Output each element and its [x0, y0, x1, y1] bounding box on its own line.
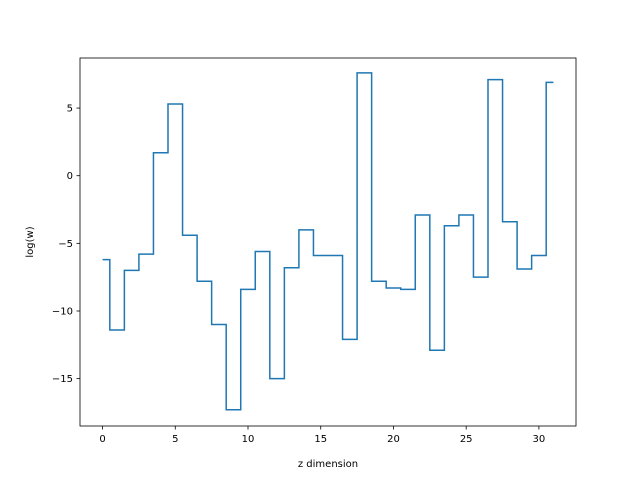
series-line [102, 72, 554, 411]
x-tick-label: 10 [242, 434, 255, 445]
x-axis-ticks: 0 5 10 15 20 25 30 [99, 426, 545, 445]
x-tick-label: 20 [387, 434, 400, 445]
y-tick-label: −10 [52, 307, 73, 318]
y-axis-label: log(w) [25, 226, 36, 257]
y-tick-label: −5 [58, 239, 73, 250]
x-axis-label: z dimension [298, 459, 358, 470]
axes-frame [79, 57, 577, 427]
plot-layer [102, 72, 554, 411]
x-tick-label: 25 [460, 434, 473, 445]
x-tick-label: 0 [99, 434, 105, 445]
x-tick-label: 5 [172, 434, 178, 445]
x-tick-label: 15 [314, 434, 327, 445]
y-tick-label: −15 [52, 374, 73, 385]
y-axis-ticks: −15 −10 −5 0 5 [52, 104, 80, 385]
y-tick-label: 5 [67, 104, 73, 115]
y-tick-label: 0 [67, 171, 73, 182]
x-tick-label: 30 [533, 434, 546, 445]
